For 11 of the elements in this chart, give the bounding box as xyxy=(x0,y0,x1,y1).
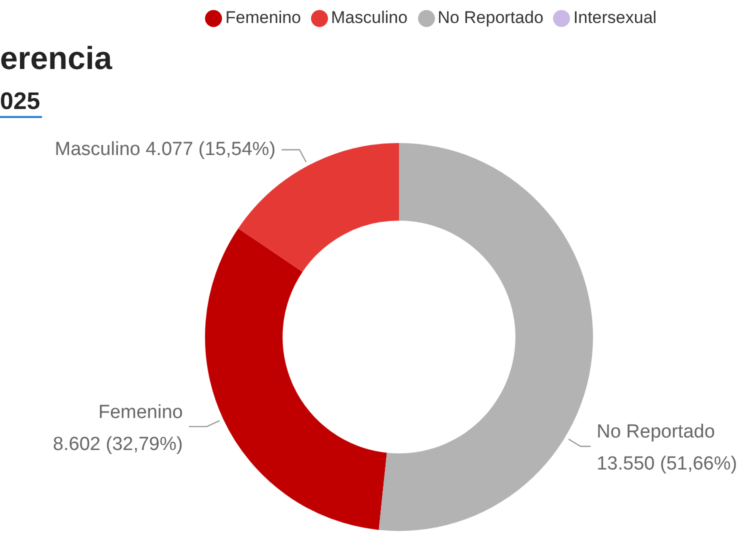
data-label: 8.602 (32,79%) xyxy=(52,434,183,455)
legend-label: Femenino xyxy=(225,8,302,28)
slice-label: No Reportado xyxy=(596,422,715,443)
data-label: 13.550 (51,66%) xyxy=(596,454,738,475)
legend-label: Masculino xyxy=(331,8,408,28)
legend-label: No Reportado xyxy=(438,8,544,28)
slice-label: Femenino xyxy=(98,402,183,423)
legend-label: Intersexual xyxy=(573,8,657,28)
text: erencia xyxy=(0,40,112,77)
category-label: Masculino 4.077 (15,54%) xyxy=(54,139,276,160)
text: 025 xyxy=(0,88,42,118)
